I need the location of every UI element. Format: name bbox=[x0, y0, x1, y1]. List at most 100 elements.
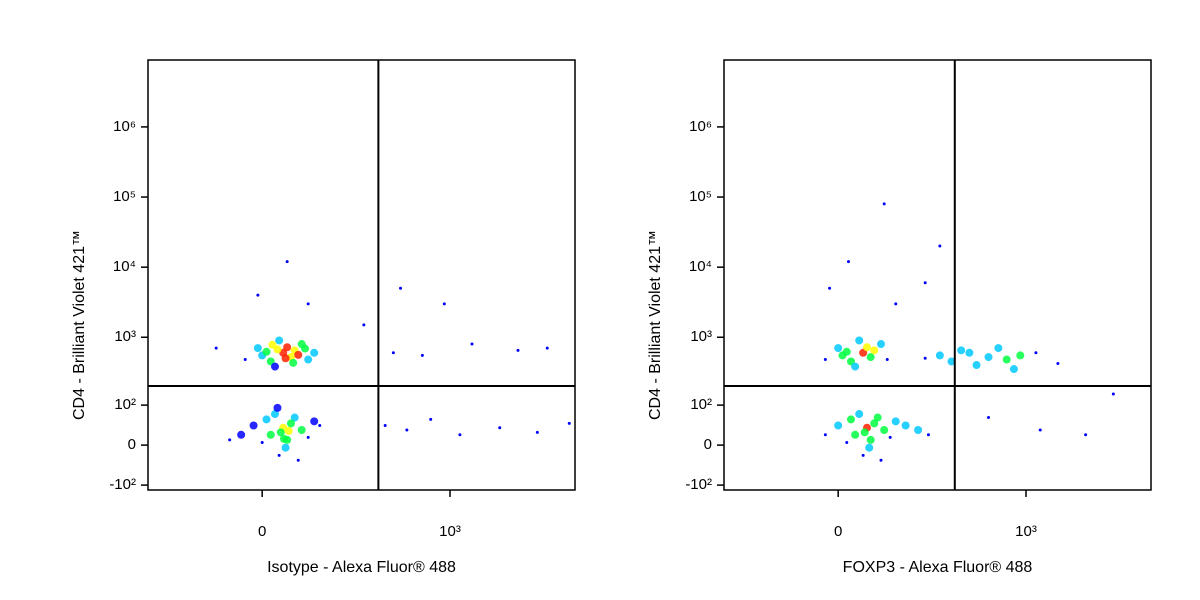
x-tick-label: 0 bbox=[258, 523, 266, 540]
event-dot bbox=[420, 353, 424, 357]
event-dot bbox=[866, 435, 875, 444]
event-dot bbox=[823, 358, 827, 362]
event-dot bbox=[1016, 351, 1025, 360]
x-tick-label: 10³ bbox=[439, 523, 461, 540]
event-dot bbox=[855, 410, 864, 419]
event-dot bbox=[891, 417, 900, 426]
event-dot bbox=[281, 354, 290, 363]
event-dot bbox=[273, 403, 282, 412]
event-dot bbox=[1002, 355, 1011, 364]
event-dot bbox=[283, 343, 292, 352]
event-dot bbox=[470, 342, 474, 346]
event-dot bbox=[834, 344, 843, 353]
event-dot bbox=[281, 443, 290, 452]
y-tick-label: 10² bbox=[690, 396, 712, 413]
event-dot bbox=[383, 423, 387, 427]
event-dot bbox=[290, 413, 299, 422]
event-dot bbox=[306, 302, 310, 306]
event-dot bbox=[866, 353, 875, 362]
event-dot bbox=[987, 416, 991, 420]
event-dot bbox=[882, 202, 886, 206]
plot-frame bbox=[147, 59, 576, 491]
event-dot bbox=[318, 423, 322, 427]
event-dot bbox=[846, 415, 855, 424]
event-dot bbox=[1038, 428, 1042, 432]
event-dot bbox=[965, 348, 974, 357]
event-dot bbox=[957, 346, 966, 355]
event-dot bbox=[1056, 362, 1060, 366]
event-dot bbox=[279, 434, 288, 443]
event-dot bbox=[256, 293, 260, 297]
event-dot bbox=[1009, 365, 1018, 374]
event-dot bbox=[984, 353, 993, 362]
y-tick-label: 10³ bbox=[114, 328, 136, 345]
event-dot bbox=[823, 433, 827, 437]
y-tick-label: 10⁶ bbox=[689, 118, 712, 135]
event-dot bbox=[260, 440, 264, 444]
event-dot bbox=[429, 417, 433, 421]
event-dot bbox=[306, 435, 310, 439]
event-dot bbox=[545, 346, 549, 350]
event-dot bbox=[270, 410, 279, 419]
event-dot bbox=[228, 438, 232, 442]
event-dot bbox=[249, 421, 258, 430]
event-dot bbox=[276, 428, 285, 437]
event-dot bbox=[851, 362, 860, 371]
event-dot bbox=[1034, 351, 1038, 355]
event-dot bbox=[860, 428, 869, 437]
event-dot bbox=[498, 426, 502, 430]
event-dot bbox=[399, 286, 403, 290]
event-dot bbox=[289, 358, 298, 367]
event-dot bbox=[442, 302, 446, 306]
event-dot bbox=[894, 302, 898, 306]
event-dot bbox=[262, 347, 271, 356]
event-dot bbox=[923, 356, 927, 360]
event-dot bbox=[828, 286, 832, 290]
event-dot bbox=[535, 430, 539, 434]
event-dot bbox=[310, 348, 319, 357]
event-dot bbox=[277, 453, 281, 457]
x-tick-label: 10³ bbox=[1015, 523, 1037, 540]
y-tick-label: 10⁴ bbox=[113, 258, 136, 275]
event-dot bbox=[938, 244, 942, 248]
event-dot bbox=[304, 355, 313, 364]
event-dot bbox=[391, 351, 395, 355]
event-dot bbox=[301, 344, 310, 353]
event-dot bbox=[516, 348, 520, 352]
event-dot bbox=[285, 260, 289, 264]
event-dot bbox=[567, 421, 571, 425]
event-dot bbox=[888, 435, 892, 439]
event-dot bbox=[275, 336, 284, 345]
event-dot bbox=[270, 362, 279, 371]
event-dot bbox=[310, 417, 319, 426]
event-dot bbox=[845, 440, 849, 444]
event-dot bbox=[880, 425, 889, 434]
event-dot bbox=[865, 443, 874, 452]
plot-frame bbox=[723, 59, 1152, 491]
event-dot bbox=[994, 344, 1003, 353]
event-dot bbox=[879, 458, 883, 462]
x-axis-title: FOXP3 - Alexa Fluor® 488 bbox=[843, 559, 1033, 576]
event-dot bbox=[914, 425, 923, 434]
event-dot bbox=[862, 343, 871, 352]
event-dot bbox=[861, 453, 865, 457]
event-dot bbox=[877, 340, 886, 349]
event-dot bbox=[286, 419, 295, 428]
event-dot bbox=[870, 419, 879, 428]
event-dot bbox=[885, 358, 889, 362]
event-dot bbox=[273, 345, 282, 354]
y-tick-label: 10⁵ bbox=[113, 188, 136, 205]
x-axis-title: Isotype - Alexa Fluor® 488 bbox=[267, 559, 456, 576]
plot-panel: -10² 0 10² 10³ 10⁴ 10⁵ 10⁶ 0 10³ Isotype - Alexa … bbox=[71, 59, 576, 576]
y-tick-label: 10³ bbox=[690, 328, 712, 345]
event-dot bbox=[266, 430, 275, 439]
event-dot bbox=[262, 415, 271, 424]
event-dot bbox=[405, 428, 409, 432]
event-dot bbox=[214, 346, 218, 350]
event-dot bbox=[926, 433, 930, 437]
event-dot bbox=[297, 425, 306, 434]
event-dot bbox=[253, 344, 262, 353]
event-dot bbox=[243, 358, 247, 362]
event-dot bbox=[870, 346, 879, 355]
